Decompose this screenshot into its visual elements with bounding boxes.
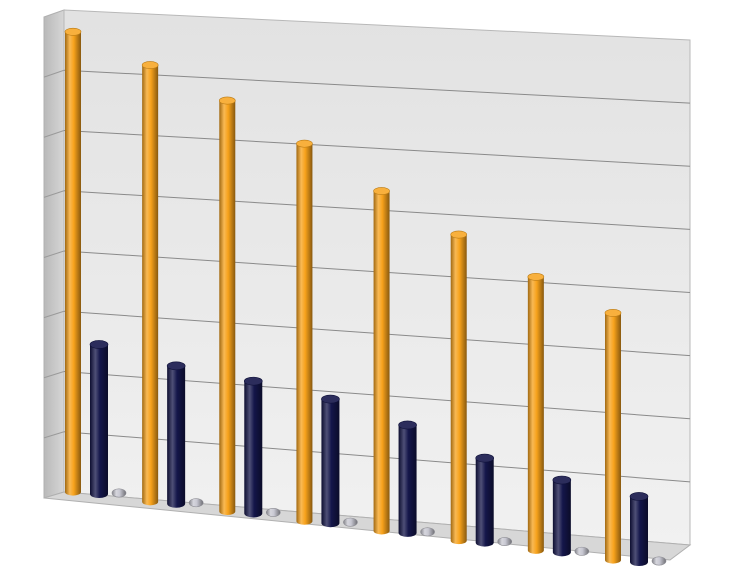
bar (142, 65, 159, 506)
bar-cap (243, 376, 263, 386)
bar-cap (296, 139, 313, 148)
bar (343, 517, 358, 527)
bar-cap (373, 187, 390, 195)
gridline-side (43, 69, 65, 78)
bar (244, 381, 263, 518)
plot-walls (43, 9, 691, 546)
bar (373, 191, 390, 535)
bar-cap (450, 230, 468, 239)
bar-group (296, 139, 358, 528)
bar-cap (89, 340, 109, 349)
bar-cap (398, 420, 417, 430)
bar (321, 399, 340, 528)
bar-group (450, 230, 513, 547)
bar (167, 365, 186, 508)
bar (398, 424, 417, 537)
bar-cap (218, 96, 236, 105)
bar (111, 488, 127, 498)
bar (527, 276, 544, 554)
bar-group (218, 96, 281, 518)
bar-cap (475, 453, 495, 463)
bar (90, 344, 108, 499)
bar (219, 100, 236, 516)
bar-cap (552, 475, 572, 485)
bar-cap (64, 27, 82, 36)
bar-cap (166, 361, 186, 371)
bar (450, 234, 467, 545)
bar (296, 143, 313, 525)
bar-cap (629, 492, 649, 501)
bar-cap (141, 61, 159, 69)
gridline (63, 69, 691, 104)
bar (605, 312, 621, 564)
bar-group (373, 187, 435, 537)
gridline-side (43, 130, 65, 138)
gridline-side (43, 371, 65, 379)
gridline (63, 130, 691, 167)
bar-group (64, 27, 127, 499)
gridline-side (43, 190, 65, 198)
bars (64, 27, 667, 567)
bar (475, 458, 494, 547)
bar (574, 546, 590, 556)
bar (497, 537, 513, 547)
bar (630, 496, 648, 567)
bar (265, 507, 281, 517)
bar-cap (321, 394, 340, 404)
gridline-side (43, 310, 65, 319)
bar (188, 498, 204, 508)
bar (65, 31, 81, 496)
bar-group (527, 272, 590, 557)
bar (552, 480, 571, 557)
gridline-side (43, 250, 65, 258)
bar-group (604, 309, 667, 567)
gridline-side (43, 431, 65, 439)
bar-cap (604, 309, 622, 317)
bar-cap (527, 272, 545, 281)
bar (420, 527, 435, 537)
bar (651, 556, 667, 566)
bar-group (141, 61, 204, 508)
